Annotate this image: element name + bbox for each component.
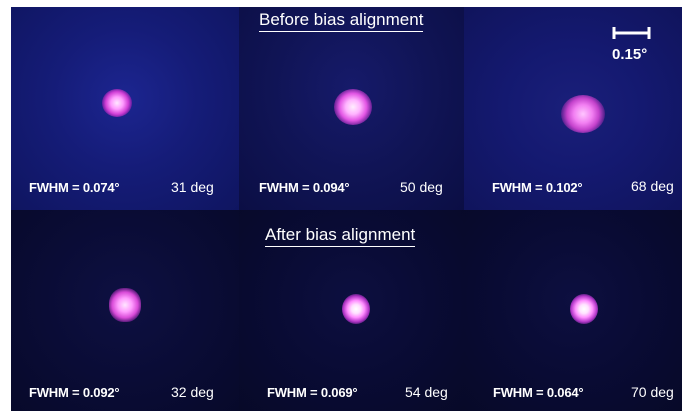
angle-label: 70 deg [631,384,674,400]
beam-spot [342,294,370,324]
panel-before-31deg: FWHM = 0.074° 31 deg [11,7,239,210]
panel-after-70deg: FWHM = 0.064° 70 deg [464,210,682,411]
angle-label: 32 deg [171,384,214,400]
angle-label: 31 deg [171,179,214,195]
panel-after-32deg: FWHM = 0.092° 32 deg [11,210,239,411]
scale-bar [612,27,651,39]
beam-spot [102,89,132,117]
scale-bar-label: 0.15° [612,46,648,63]
fwhm-label: FWHM = 0.074° [29,180,120,195]
beam-spot [561,95,605,133]
beam-spot [334,89,372,125]
panel-before-68deg: FWHM = 0.102° 68 deg [464,7,682,210]
fwhm-label: FWHM = 0.069° [267,385,358,400]
angle-label: 54 deg [405,384,448,400]
angle-label: 50 deg [400,179,443,195]
angle-label: 68 deg [631,178,674,194]
fwhm-label: FWHM = 0.092° [29,385,120,400]
panel-after-54deg: FWHM = 0.069° 54 deg [239,210,464,411]
top-row-title: Before bias alignment [259,10,424,32]
bottom-row-title: After bias alignment [265,225,416,247]
panel-before-50deg: FWHM = 0.094° 50 deg [239,7,464,210]
fwhm-label: FWHM = 0.094° [259,180,350,195]
beam-spot [109,288,141,322]
fwhm-label: FWHM = 0.102° [492,180,583,195]
fwhm-label: FWHM = 0.064° [493,385,584,400]
beam-spot [570,294,598,324]
